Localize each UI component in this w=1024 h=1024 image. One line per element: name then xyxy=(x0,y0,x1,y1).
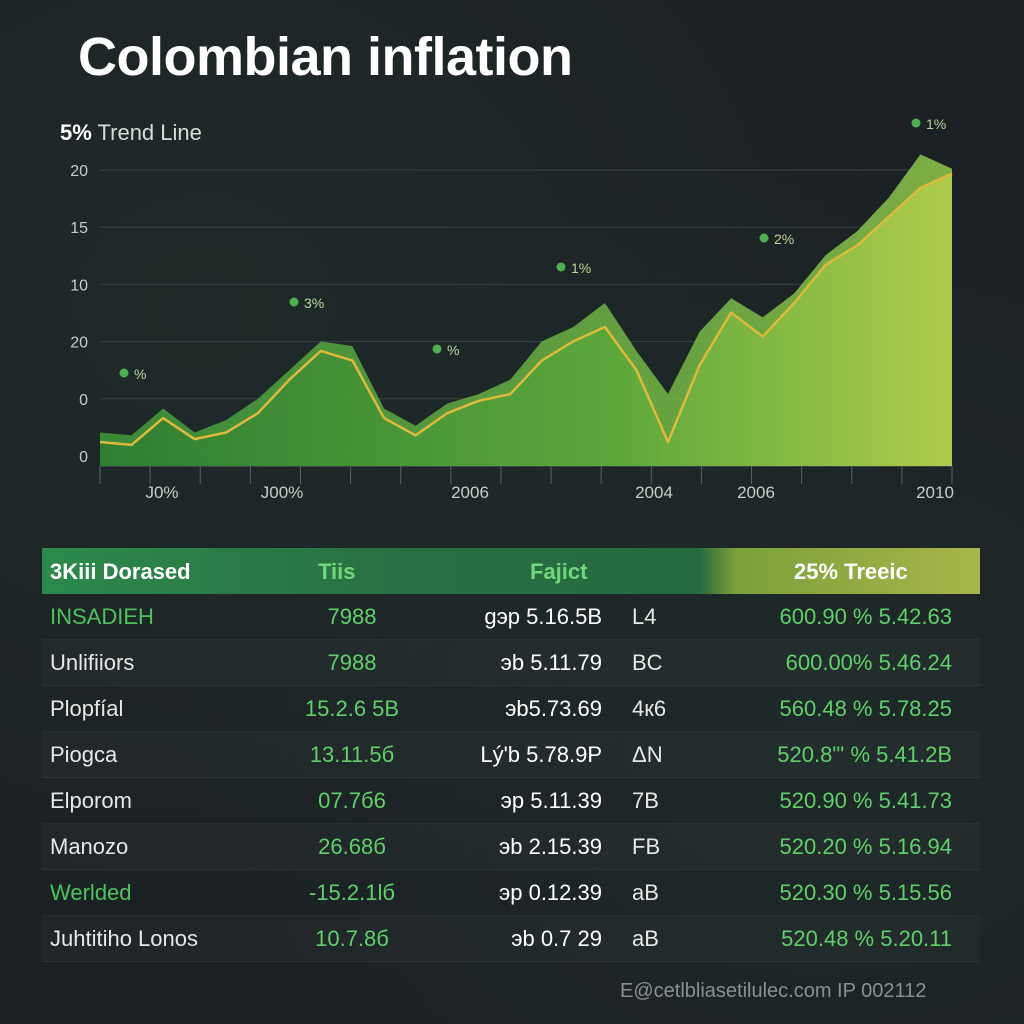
row-percent: 520.30 % 5.15.56 xyxy=(779,880,952,905)
row-currency: эb5.73.69 xyxy=(505,696,602,721)
row-value: 10.7.8б xyxy=(315,926,389,951)
row-code: ΔN xyxy=(632,742,663,767)
table-row: Werlded -15.2.1lб эp 0.12.39 aB 520.30 % 5.1… xyxy=(42,870,980,916)
annotation-label: 2% xyxy=(774,231,794,247)
table-row: Manozo 26.68б эb 2.15.39 FB 520.20 % 5.16.94 xyxy=(42,824,980,870)
x-tick-label: J00% xyxy=(261,483,304,502)
row-name: Manozo xyxy=(50,834,129,859)
chart-title: Colombian inflation xyxy=(78,27,573,87)
row-percent: 520.48 % 5.20.11 xyxy=(781,926,952,951)
annotation-label: 1% xyxy=(571,260,591,276)
row-code: BC xyxy=(632,650,663,675)
table-row: Elporom 07.7б6 эp 5.11.39 7B 520.90 % 5.41.7… xyxy=(42,778,980,824)
row-name: Piogca xyxy=(50,742,118,767)
y-tick-label: 0 xyxy=(79,449,88,466)
row-currency: эp 5.11.39 xyxy=(500,788,602,813)
y-tick-label: 20 xyxy=(70,335,88,352)
row-value: 13.11.5б xyxy=(309,742,395,767)
annotation-label: % xyxy=(134,366,146,382)
row-value: 07.7б6 xyxy=(318,788,386,813)
y-tick-label: 0 xyxy=(79,392,88,409)
annotation-marker xyxy=(556,262,566,272)
row-percent: 600.90 % 5.42.63 xyxy=(779,604,952,629)
row-value: 15.2.6 5B xyxy=(304,696,400,721)
trend-line-label: 5% Trend Line xyxy=(60,120,202,146)
row-percent: 600.00% 5.46.24 xyxy=(785,650,952,675)
x-tick-label: 2004 xyxy=(635,483,673,502)
y-tick-label: 15 xyxy=(70,220,88,237)
row-currency: эb 2.15.39 xyxy=(499,834,602,859)
row-code: 7B xyxy=(632,788,659,813)
row-currency: эp 0.12.39 xyxy=(499,880,602,905)
annotation-label: % xyxy=(447,342,459,358)
table-row: INSADIEH 7988 gэp 5.16.5B L4 600.90 % 5.42.6… xyxy=(42,594,980,640)
table-body: INSADIEH 7988 gэp 5.16.5B L4 600.90 % 5.42.6… xyxy=(42,594,980,962)
trend-line xyxy=(99,172,953,447)
row-value: -15.2.1lб xyxy=(309,880,395,905)
x-tick-label: 2006 xyxy=(451,483,489,502)
table-header-col-2: Tiis xyxy=(318,559,356,584)
row-code: aB xyxy=(632,926,659,951)
row-value: 7988 xyxy=(327,650,377,675)
row-name: Unlifiiors xyxy=(50,650,135,675)
annotation-marker xyxy=(911,118,921,128)
row-code: L4 xyxy=(632,604,657,629)
row-code: 4к6 xyxy=(632,696,667,721)
y-tick-label: 20 xyxy=(70,163,88,180)
row-percent: 560.48 % 5.78.25 xyxy=(779,696,952,721)
table-row: Juhtitiho Lonos 10.7.8б эb 0.7 29 aB 520.48 … xyxy=(42,916,980,962)
x-tick-label: J0% xyxy=(145,483,178,502)
row-currency: gэp 5.16.5B xyxy=(484,604,602,629)
row-currency: эb 0.7 29 xyxy=(511,926,602,951)
row-percent: 520.90 % 5.41.73 xyxy=(779,788,952,813)
row-name: Juhtitiho Lonos xyxy=(50,926,198,951)
annotation-marker xyxy=(759,233,769,243)
row-code: aB xyxy=(632,880,659,905)
table-header-col-1: 3Kiii Dorased xyxy=(50,559,191,584)
annotation-label: 3% xyxy=(304,295,324,311)
annotation-marker xyxy=(119,368,129,378)
annotation-label: 1% xyxy=(926,116,946,132)
trend-label-text: Trend Line xyxy=(97,120,202,145)
row-name: INSADIEH xyxy=(50,604,154,629)
trend-label-bold: 5% xyxy=(60,120,92,145)
table-row: Plopfíal 15.2.6 5B эb5.73.69 4к6 560.48 % 5.… xyxy=(42,686,980,732)
row-currency: Lý'b 5.78.9P xyxy=(480,742,602,767)
data-table: 3Kiii Dorased Tiis Fajict 25% Treeic INS… xyxy=(42,548,980,962)
table-header-col-3: Fajict xyxy=(530,559,588,584)
row-name: Elporom xyxy=(50,788,132,813)
footer-text: E@cetlbliasetilulec.com IP 002112 xyxy=(620,980,927,1002)
area-series-2 xyxy=(100,173,952,466)
x-tick-label: 2010 xyxy=(916,483,954,502)
row-percent: 520.8"' % 5.41.2B xyxy=(777,742,952,767)
table-header: 3Kiii Dorased Tiis Fajict 25% Treeic xyxy=(42,548,980,594)
y-tick-label: 10 xyxy=(70,277,88,294)
row-percent: 520.20 % 5.16.94 xyxy=(779,834,952,859)
annotation-marker xyxy=(289,297,299,307)
annotation-marker xyxy=(432,344,442,354)
table-row: Piogca 13.11.5б Lý'b 5.78.9P ΔN 520.8"' % 5.… xyxy=(42,732,980,778)
table-row: Unlifiiors 7988 эb 5.11.79 BC 600.00% 5.46.2… xyxy=(42,640,980,686)
row-value: 7988 xyxy=(327,604,377,629)
row-name: Plopfíal xyxy=(50,696,124,721)
table-header-col-4: 25% Treeic xyxy=(794,559,908,584)
row-value: 26.68б xyxy=(318,834,386,859)
row-code: FB xyxy=(632,834,661,859)
row-name: Werlded xyxy=(50,880,132,905)
row-currency: эb 5.11.79 xyxy=(500,650,602,675)
x-tick-label: 2006 xyxy=(737,483,775,502)
